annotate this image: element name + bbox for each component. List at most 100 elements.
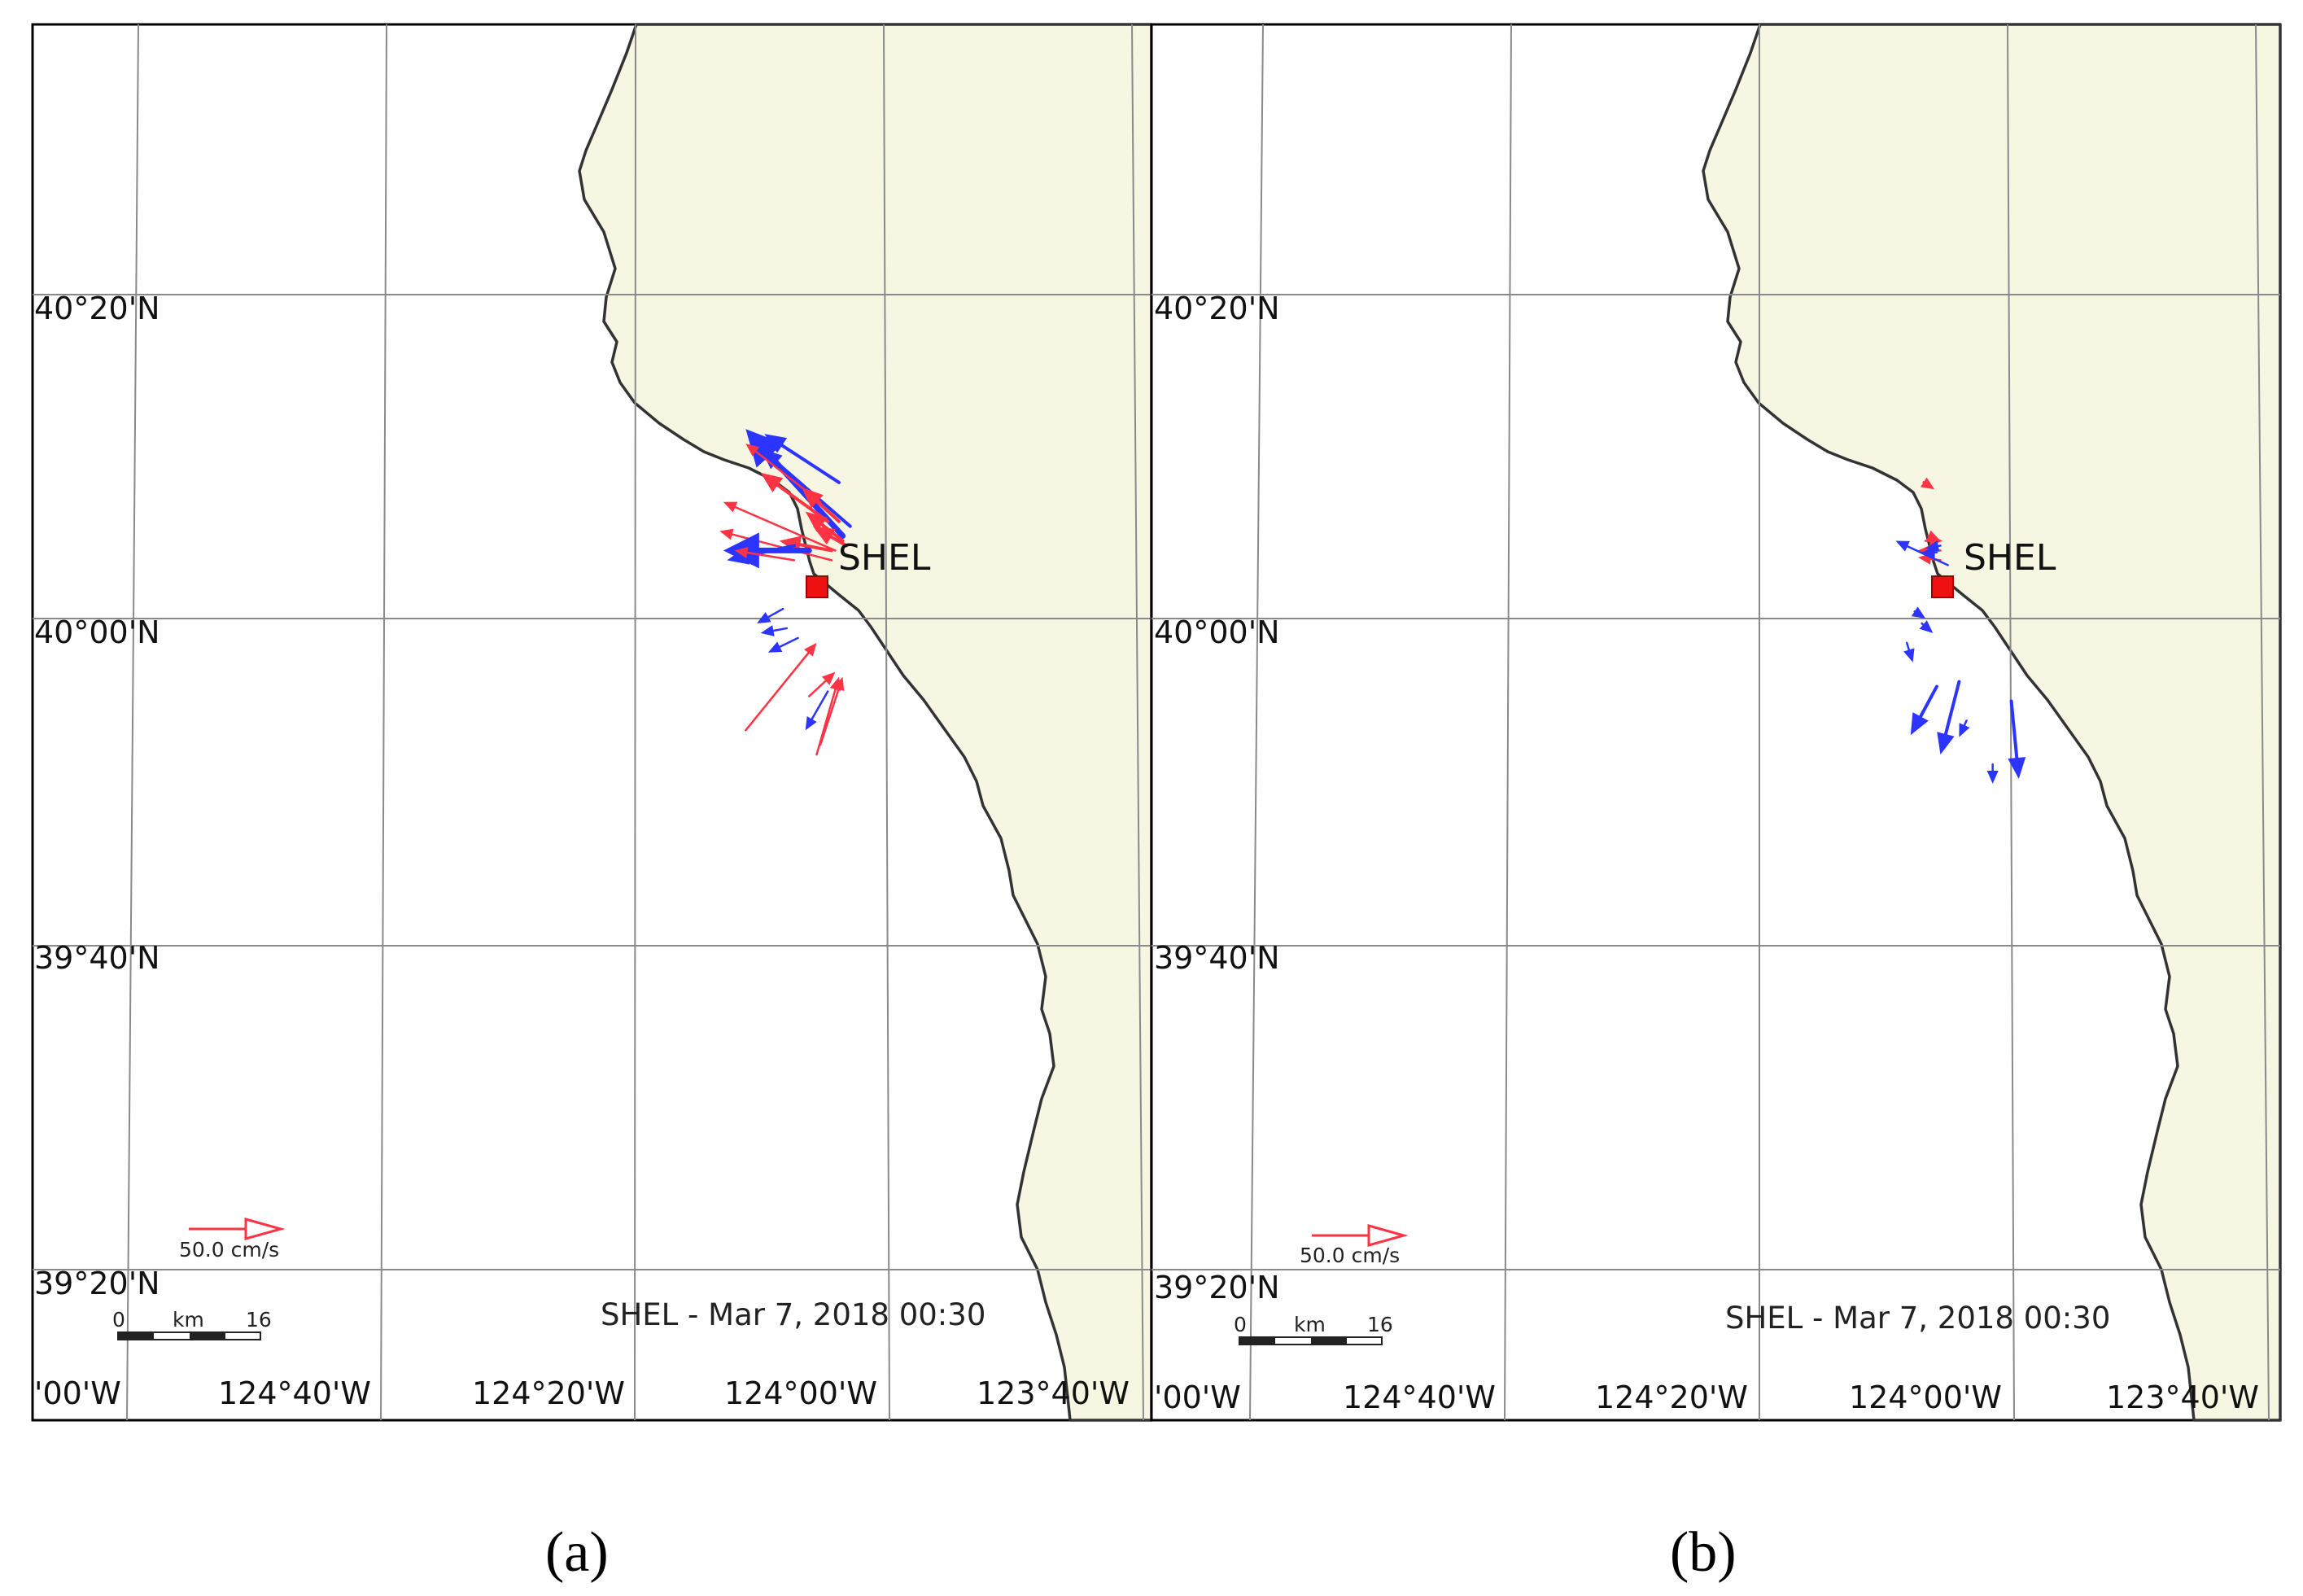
lat-label: 39°20'N (1154, 1270, 1280, 1305)
vector-shaft (1943, 680, 1961, 736)
scale-unit-label: km (1294, 1313, 1326, 1336)
scale-bar-a: 0 km 16 (112, 1308, 272, 1340)
vector-shaft (734, 505, 837, 552)
lat-label: 39°40'N (34, 940, 160, 976)
meridian-line (2007, 24, 2015, 1421)
timestamp-label-b: SHEL - Mar 7, 2018 00:30 (1725, 1301, 2110, 1336)
lat-label: 40°00'N (34, 614, 160, 650)
lon-label: 124°20'W (472, 1375, 625, 1411)
vector-head (719, 528, 734, 540)
vector-head (734, 547, 749, 558)
current-vector-arrow (805, 690, 829, 731)
current-vector-arrow (812, 526, 849, 548)
current-vector-arrow (2008, 699, 2026, 780)
current-vector-arrow (767, 636, 799, 653)
vector-head (764, 434, 788, 453)
vector-shaft (776, 483, 830, 523)
station-label-b: SHEL (1964, 537, 2056, 579)
current-vector-arrow (745, 642, 817, 732)
station-marker-b (1931, 575, 1954, 598)
current-vectors-b (1895, 477, 2026, 784)
current-vector-arrow (760, 625, 789, 636)
scale-unit-label: km (173, 1308, 204, 1331)
scale-start-label: 0 (112, 1308, 125, 1331)
vector-head (812, 526, 836, 545)
current-vector-arrow (802, 487, 841, 523)
scale-bar-segment (190, 1332, 225, 1340)
current-vector-arrow (819, 676, 845, 746)
vector-head (1986, 770, 1999, 784)
scale-bar-segment (1311, 1337, 1347, 1345)
vector-shaft (780, 444, 841, 484)
meridian-line (883, 24, 890, 1421)
vector-head (760, 625, 775, 636)
vector-shaft (1963, 719, 1968, 727)
legend-arrow-head (244, 1218, 286, 1240)
station-marker-a (806, 575, 828, 598)
panel-caption-a: (a) (545, 1521, 609, 1584)
vector-head (745, 444, 760, 457)
vector-head (767, 641, 783, 653)
velocity-legend-b: 50.0 cm/s (1300, 1224, 1409, 1267)
current-vector-arrow (1910, 684, 1938, 736)
current-vector-arrow (764, 434, 841, 484)
vector-head (805, 511, 828, 532)
meridian-line (2255, 24, 2270, 1421)
lon-label: 124°40'W (218, 1375, 371, 1411)
current-vector-arrow (808, 671, 836, 697)
vector-head (1895, 540, 1910, 552)
current-vector-arrow (1920, 477, 1935, 490)
lat-label: 39°20'N (34, 1266, 160, 1301)
current-vector-arrow (1921, 546, 1938, 558)
vector-head (723, 501, 738, 513)
vector-head (1919, 620, 1934, 633)
current-vector-arrow (1937, 680, 1961, 755)
vector-shaft (815, 500, 841, 523)
vector-head (832, 676, 845, 692)
vector-head (821, 671, 836, 685)
lat-label: 39°40'N (1154, 940, 1280, 976)
lon-label: 123°40'W (977, 1375, 1130, 1411)
current-vector-arrow (760, 472, 830, 523)
lat-label: 40°20'N (1154, 291, 1280, 326)
vector-shaft (1937, 544, 1942, 548)
vector-shaft (772, 627, 789, 632)
vector-head (2008, 757, 2026, 780)
vector-shaft (808, 680, 827, 697)
legend-arrow-head (1367, 1224, 1409, 1247)
meridian-line (380, 24, 387, 1421)
scale-start-label: 0 (1234, 1313, 1247, 1336)
current-vector-arrow (1925, 540, 1942, 552)
map-panel-b: SHEL 40°20'N 40°00'N 39°40'N 39°20'N '00… (1150, 23, 2282, 1584)
scale-end-label: 16 (1367, 1313, 1393, 1336)
vector-head (1921, 546, 1935, 558)
panel-caption-b: (b) (1670, 1521, 1737, 1584)
vector-head (760, 448, 783, 470)
vector-head (1959, 723, 1970, 737)
legend-speed-label: 50.0 cm/s (1300, 1244, 1400, 1267)
meridian-line (1131, 24, 1144, 1421)
vector-shaft (829, 535, 849, 548)
vector-shaft (811, 690, 829, 720)
current-vectors-a (719, 429, 852, 756)
meridian-line (1504, 24, 1512, 1421)
vector-head (760, 472, 784, 493)
lon-label: 124°40'W (1343, 1380, 1496, 1415)
vector-head (1911, 606, 1926, 619)
vector-shaft (746, 551, 796, 562)
current-vector-arrow (1911, 606, 1926, 619)
vector-shaft (1905, 641, 1911, 651)
current-vector-arrow (1986, 763, 1999, 784)
lon-label: 123°40'W (2106, 1380, 2259, 1415)
lat-label: 40°00'N (1154, 614, 1280, 650)
graticule-a (33, 24, 1152, 1421)
current-vector-arrow (1959, 719, 1970, 737)
vector-shaft (745, 652, 810, 732)
vector-head (1910, 712, 1929, 736)
lon-label: 124°20'W (1595, 1380, 1748, 1415)
scale-bar-b: 0 km 16 (1234, 1313, 1393, 1345)
vector-head (745, 429, 784, 468)
vector-head (805, 715, 817, 731)
vector-shaft (819, 688, 840, 746)
